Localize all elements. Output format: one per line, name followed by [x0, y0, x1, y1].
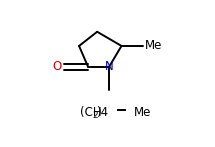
Text: 2: 2 [92, 111, 98, 120]
Text: N: N [105, 60, 114, 73]
Text: Me: Me [145, 39, 162, 52]
Text: O: O [52, 60, 61, 73]
Text: )4: )4 [96, 106, 109, 119]
Text: (CH: (CH [80, 106, 102, 119]
Text: Me: Me [134, 106, 151, 119]
